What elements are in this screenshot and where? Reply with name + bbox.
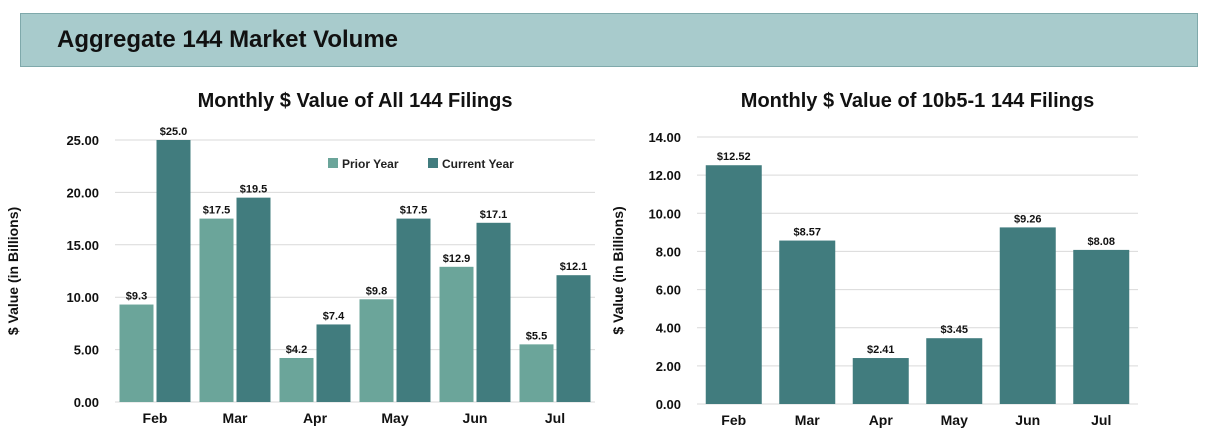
x-tick-label: Feb	[721, 412, 746, 428]
bar	[316, 324, 351, 402]
bar	[396, 218, 431, 402]
data-label: $4.2	[286, 344, 307, 356]
bar	[236, 197, 271, 402]
data-label: $17.1	[480, 209, 508, 221]
chart-title: Monthly $ Value of 10b5-1 144 Filings	[741, 90, 1094, 112]
bar	[156, 140, 191, 402]
y-tick-label: 20.00	[66, 185, 99, 200]
data-label: $17.5	[400, 205, 428, 217]
y-tick-label: 25.00	[66, 133, 99, 148]
bar	[926, 338, 983, 404]
x-tick-label: Apr	[869, 412, 894, 428]
y-tick-label: 6.00	[656, 283, 681, 298]
data-label: $5.5	[526, 330, 547, 342]
data-label: $8.57	[793, 227, 821, 239]
y-axis-label: $ Value (in Billions)	[5, 207, 21, 335]
data-label: $9.8	[366, 285, 387, 297]
data-label: $17.5	[203, 205, 231, 217]
data-label: $9.26	[1014, 213, 1042, 225]
legend-label: Current Year	[442, 157, 514, 171]
bar	[705, 165, 762, 404]
chart-title: Monthly $ Value of All 144 Filings	[198, 90, 513, 112]
bar	[199, 218, 234, 402]
header-banner: Aggregate 144 Market Volume	[20, 13, 1198, 67]
y-tick-label: 12.00	[648, 168, 681, 183]
data-label: $9.3	[126, 291, 147, 303]
data-label: $19.5	[240, 184, 268, 196]
chart-all-144-filings: Monthly $ Value of All 144 Filings $ Valu…	[5, 90, 595, 426]
x-tick-label: Jun	[1015, 412, 1040, 428]
bar	[476, 222, 511, 402]
x-tick-label: Jul	[545, 410, 565, 426]
bar	[119, 304, 154, 402]
y-axis-label: $ Value (in Billions)	[610, 206, 626, 334]
data-label: $12.9	[443, 253, 471, 265]
y-tick-label: 10.00	[648, 206, 681, 221]
data-label: $3.45	[940, 324, 968, 336]
y-tick-label: 4.00	[656, 321, 681, 336]
y-tick-label: 5.00	[74, 343, 99, 358]
banner-title: Aggregate 144 Market Volume	[57, 26, 399, 53]
bar	[779, 240, 836, 404]
x-tick-label: Feb	[143, 410, 168, 426]
y-tick-label: 0.00	[656, 397, 681, 412]
data-label: $8.08	[1087, 236, 1115, 248]
y-tick-label: 15.00	[66, 238, 99, 253]
bar	[556, 275, 591, 402]
chart-10b5-1-filings: Monthly $ Value of 10b5-1 144 Filings $ V…	[610, 90, 1138, 428]
y-tick-label: 2.00	[656, 359, 681, 374]
y-tick-label: 8.00	[656, 244, 681, 259]
data-label: $7.4	[323, 310, 345, 322]
bar	[439, 266, 474, 402]
y-tick-label: 0.00	[74, 395, 99, 410]
bar	[519, 344, 554, 402]
data-label: $25.0	[160, 126, 188, 138]
legend-label: Prior Year	[342, 157, 399, 171]
x-tick-label: Jun	[463, 410, 488, 426]
bar	[852, 358, 909, 404]
legend-swatch	[428, 158, 438, 168]
x-tick-label: Apr	[303, 410, 328, 426]
y-tick-label: 14.00	[648, 130, 681, 145]
bar	[999, 227, 1056, 404]
bar	[279, 357, 314, 402]
x-tick-label: Jul	[1091, 412, 1111, 428]
data-label: $12.52	[717, 151, 751, 163]
legend-swatch	[328, 158, 338, 168]
bar	[1073, 249, 1130, 404]
y-tick-label: 10.00	[66, 290, 99, 305]
data-label: $12.1	[560, 261, 588, 273]
bar	[359, 299, 394, 402]
x-tick-label: Mar	[223, 410, 248, 426]
x-tick-label: May	[941, 412, 968, 428]
data-label: $2.41	[867, 344, 895, 356]
x-tick-label: Mar	[795, 412, 820, 428]
x-tick-label: May	[381, 410, 408, 426]
